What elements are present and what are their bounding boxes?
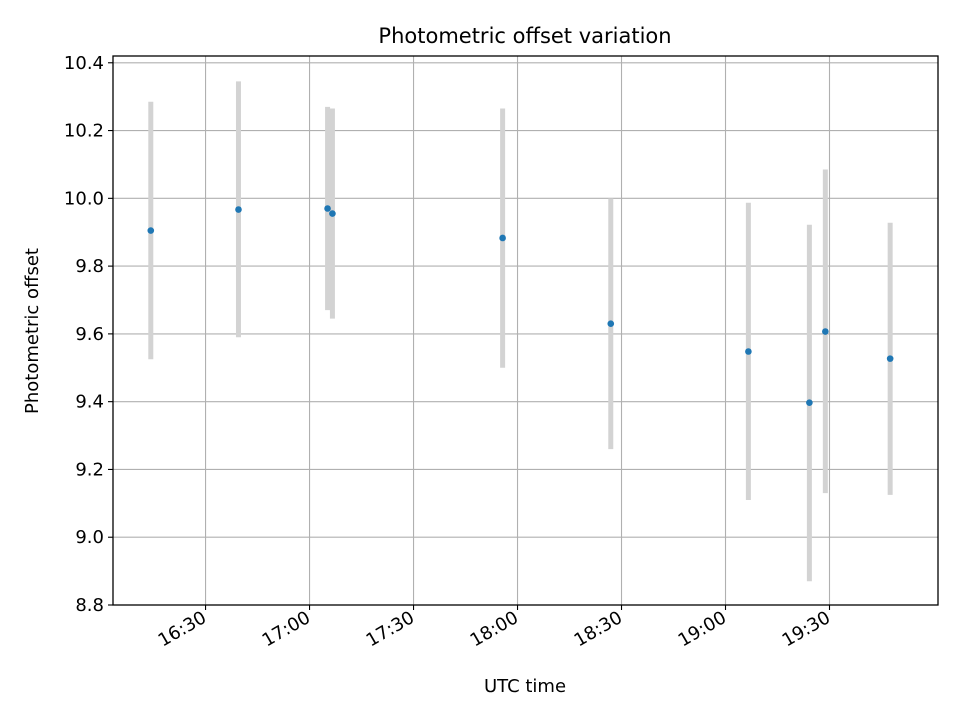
y-tick-label: 9.0 bbox=[75, 527, 104, 548]
chart-title: Photometric offset variation bbox=[378, 24, 671, 48]
data-point bbox=[499, 234, 506, 242]
y-axis: 8.8 9.0 9.2 9.4 9.6 9.8 10.0 10.2 10.4 bbox=[64, 53, 113, 616]
data-point bbox=[745, 348, 752, 355]
plot-frame bbox=[112, 55, 939, 606]
x-axis-label: UTC time bbox=[484, 676, 566, 697]
y-tick-label: 10.0 bbox=[64, 188, 104, 209]
y-axis-label: Photometric offset bbox=[22, 248, 43, 414]
data-point bbox=[822, 328, 829, 335]
y-tick-label: 10.2 bbox=[64, 121, 104, 142]
y-tick-label: 8.8 bbox=[75, 595, 104, 616]
data-points bbox=[147, 205, 894, 406]
data-point bbox=[147, 227, 155, 234]
data-point bbox=[806, 399, 813, 406]
y-tick-label: 9.4 bbox=[75, 392, 104, 413]
y-tick-label: 10.4 bbox=[64, 53, 104, 74]
data-point bbox=[886, 355, 894, 362]
data-point bbox=[324, 205, 331, 212]
y-tick-label: 9.8 bbox=[75, 256, 104, 277]
y-tick-label: 9.6 bbox=[75, 324, 104, 345]
y-tick-label: 9.2 bbox=[75, 459, 104, 480]
data-point bbox=[235, 206, 242, 213]
data-point bbox=[329, 210, 336, 217]
data-point bbox=[607, 320, 615, 328]
grid bbox=[113, 56, 938, 606]
